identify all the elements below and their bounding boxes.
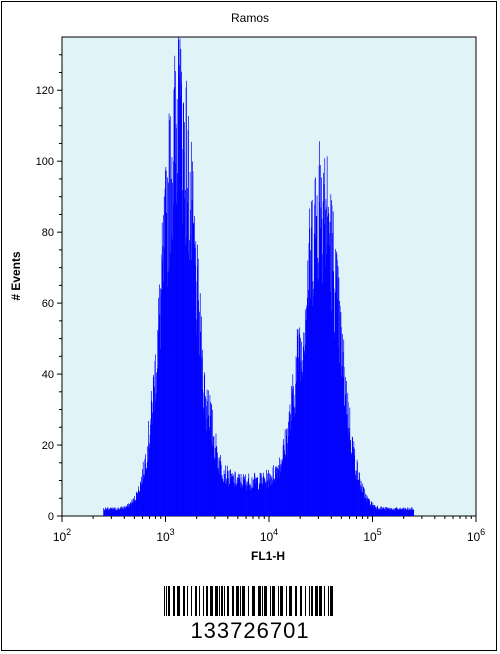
- barcode-bar: [242, 586, 245, 616]
- barcode-bar: [330, 586, 333, 616]
- barcode-bar: [177, 586, 180, 616]
- barcode-bar: [164, 586, 165, 616]
- barcode-bar: [195, 586, 197, 616]
- barcode-bar: [199, 586, 200, 616]
- barcode-bar: [206, 586, 208, 616]
- y-tick-label: 80: [42, 227, 54, 239]
- barcode-image: [160, 586, 340, 616]
- barcode-bar: [248, 586, 249, 616]
- y-tick-label: 120: [36, 85, 54, 97]
- y-tick-label: 60: [42, 298, 54, 310]
- y-tick-label: 40: [42, 369, 54, 381]
- barcode-bar: [224, 586, 225, 616]
- barcode-number: 133726701: [0, 618, 500, 644]
- barcode-bar: [286, 586, 287, 616]
- barcode-bar: [258, 586, 261, 616]
- x-tick-label: 105: [363, 527, 381, 544]
- y-axis-label: # Events: [9, 251, 23, 301]
- barcode-bar: [252, 586, 255, 616]
- plot-area: [62, 37, 476, 516]
- barcode-bar: [187, 586, 188, 616]
- barcode-bar: [280, 586, 283, 616]
- barcode-bar: [168, 586, 170, 616]
- x-tick-label: 106: [467, 527, 485, 544]
- barcode-bar: [300, 586, 302, 616]
- barcode-bar: [215, 586, 218, 616]
- barcode-bar: [173, 586, 175, 616]
- barcode-bar: [221, 586, 223, 616]
- barcode-bar: [311, 586, 313, 616]
- barcode-bar: [232, 586, 234, 616]
- histogram-bar: [413, 510, 414, 516]
- barcode-bar: [264, 586, 267, 616]
- barcode-bar: [295, 586, 297, 616]
- barcode-bar: [278, 586, 279, 616]
- barcode-bar: [166, 586, 167, 616]
- x-axis: 102 103 104 105 106: [53, 516, 485, 544]
- barcode-bar: [309, 586, 310, 616]
- barcode-bar: [236, 586, 239, 616]
- y-tick-label: 20: [42, 440, 54, 452]
- barcode-bar: [328, 586, 329, 616]
- x-tick-label: 103: [156, 527, 174, 544]
- barcode-bar: [240, 586, 241, 616]
- barcode-bar: [272, 586, 275, 616]
- barcode-bar: [305, 586, 306, 616]
- y-tick-label: 100: [36, 156, 54, 168]
- barcode-bar: [203, 586, 204, 616]
- barcode-bar: [324, 586, 325, 616]
- y-axis: 0 20 40 60 80 100 120: [36, 55, 62, 523]
- barcode-bar: [183, 586, 185, 616]
- y-tick-label: 0: [48, 511, 54, 523]
- barcode-bar: [262, 586, 263, 616]
- chart-title: Ramos: [231, 11, 269, 25]
- x-tick-label: 102: [53, 527, 71, 544]
- barcode-bar: [219, 586, 220, 616]
- x-tick-label: 104: [260, 527, 278, 544]
- barcode-bar: [210, 586, 213, 616]
- barcode-bar: [319, 586, 322, 616]
- barcode-bar: [315, 586, 318, 616]
- barcode-stripes: [160, 586, 340, 616]
- barcode-bar: [289, 586, 292, 616]
- barcode-bar: [227, 586, 229, 616]
- barcode-bar: [191, 586, 192, 616]
- barcode-bar: [270, 586, 271, 616]
- x-axis-label: FL1-H: [251, 549, 285, 563]
